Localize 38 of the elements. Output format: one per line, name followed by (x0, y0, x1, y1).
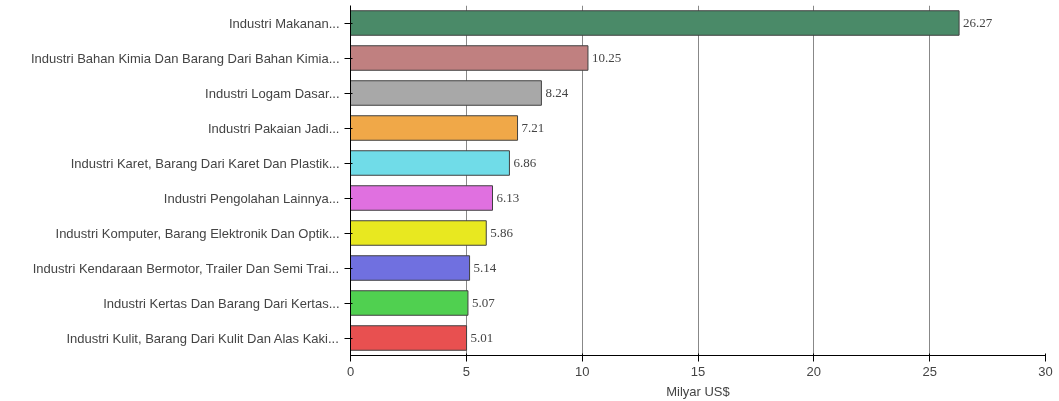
y-tick-label: Industri Kulit, Barang Dari Kulit Dan Alas Kaki... (66, 330, 339, 346)
bar (350, 325, 468, 351)
bar (350, 185, 494, 211)
x-tick-label: 0 (346, 363, 355, 379)
x-tick-label: 10 (574, 363, 590, 379)
x-tick-label: 20 (806, 363, 822, 379)
bar (350, 115, 519, 141)
x-tick-label: 5 (462, 363, 470, 379)
bar (350, 290, 469, 316)
x-tick-label: 15 (690, 363, 706, 379)
y-tick-label: Industri Logam Dasar... (205, 85, 340, 101)
data-label: 10.25 (591, 50, 622, 65)
y-tick-label: Industri Karet, Barang Dari Karet Dan Plastik... (70, 155, 340, 171)
data-label: 6.86 (513, 155, 537, 170)
bar (350, 150, 510, 176)
data-label: 5.14 (473, 260, 497, 275)
y-tick-label: Industri Pengolahan Lainnya... (163, 190, 340, 206)
y-tick-label: Industri Kendaraan Bermotor, Trailer Dan Semi Trai... (32, 260, 340, 276)
data-label: 7.21 (521, 120, 545, 135)
data-label: 5.01 (470, 330, 494, 345)
x-axis-title: Milyar US$ (666, 383, 731, 399)
bar (350, 80, 542, 106)
bar (350, 255, 471, 281)
bar (350, 220, 487, 246)
x-tick-label: 25 (922, 363, 937, 379)
x-tick-label: 30 (1038, 363, 1053, 379)
data-label: 6.13 (496, 190, 520, 205)
bar (350, 10, 960, 36)
bar (350, 45, 589, 71)
data-label: 5.07 (471, 295, 496, 310)
y-tick-label: Industri Pakaian Jadi... (207, 120, 340, 136)
data-label: 26.27 (963, 15, 993, 30)
y-tick-label: Industri Makanan... (228, 15, 340, 31)
data-label: 8.24 (545, 85, 569, 100)
data-label: 5.86 (490, 225, 514, 240)
y-tick-label: Industri Komputer, Barang Elektronik Dan Optik... (55, 225, 340, 241)
y-tick-label: Industri Kertas Dan Barang Dari Kertas... (103, 295, 340, 311)
y-tick-label: Industri Bahan Kimia Dan Barang Dari Bahan Kimia... (30, 50, 340, 66)
